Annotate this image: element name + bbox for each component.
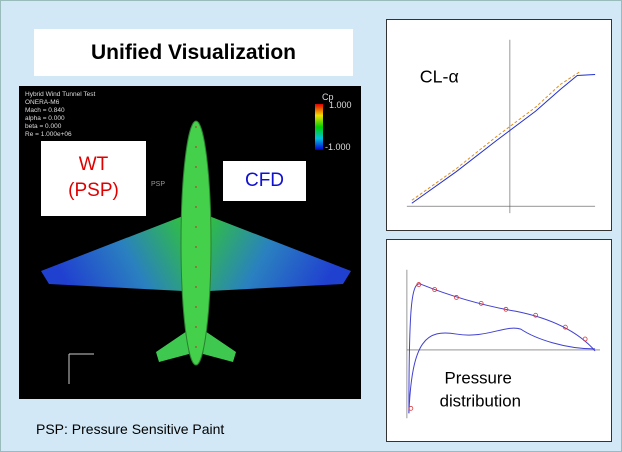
footnote: PSP: Pressure Sensitive Paint (36, 421, 224, 437)
wt-line: (PSP) (41, 178, 146, 204)
panel-label: distribution (440, 391, 521, 410)
left-wing (41, 216, 183, 291)
info-line: beta = 0.000 (25, 123, 62, 130)
wt-label: WT (PSP) (41, 141, 146, 216)
right-tail (203, 331, 236, 362)
panel-label: CL-α (420, 66, 459, 86)
info-line: Re = 1.000e+06 (25, 131, 72, 138)
fuselage (181, 121, 211, 365)
info-line: Mach = 0.840 (25, 107, 65, 114)
info-line: alpha = 0.000 (25, 115, 65, 122)
title: Unified Visualization (34, 29, 353, 76)
colorbar (315, 104, 323, 150)
right-wing (209, 216, 351, 291)
wt-line: WT (41, 152, 146, 178)
info-line: ONERA-M6 (25, 99, 60, 106)
cl-alpha-panel: CL-α (386, 19, 612, 231)
pressure-panel: Pressure distribution (386, 239, 612, 442)
info-line: Hybrid Wind Tunnel Test (25, 91, 96, 98)
slide: Unified Visualization Hybrid Wind Tunnel… (0, 0, 622, 452)
cfd-curve (412, 74, 595, 203)
left-tail (156, 331, 189, 362)
psp-label: PSP (151, 181, 165, 188)
wt-curve (412, 72, 580, 201)
colorbar-max: 1.000 (329, 100, 352, 110)
panel-label: Pressure (445, 369, 512, 388)
colorbar-min: -1.000 (325, 142, 351, 152)
cfd-label: CFD (223, 161, 306, 201)
axes-icon (69, 354, 94, 384)
